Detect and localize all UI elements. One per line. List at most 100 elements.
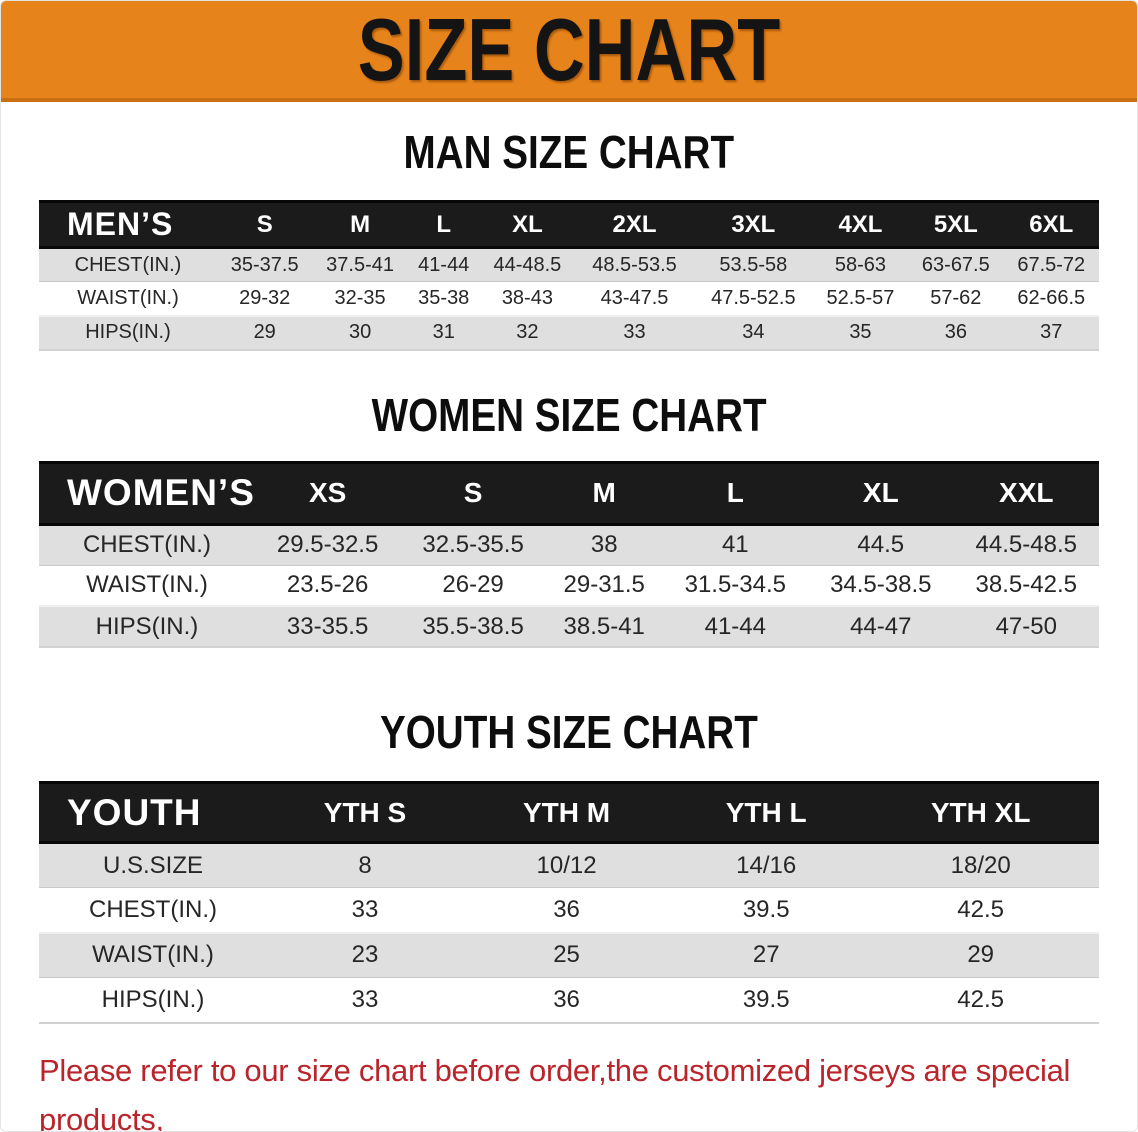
size-value-cell: 32 [479,314,576,350]
row-label: CHEST(IN.) [39,246,217,282]
row-label: U.S.SIZE [39,841,267,888]
women-size-header-cell: M [545,460,663,526]
size-value-cell: 41 [662,523,809,566]
men-section-heading-text: MAN SIZE CHART [403,126,735,178]
youth-size-header-cell: YTH M [463,781,671,844]
youth-measurement-row: WAIST(IN.) 23 25 27 29 [39,931,1099,978]
size-value-cell: 38.5-41 [545,605,663,648]
size-value-cell: 42.5 [957,985,1005,1013]
youth-measurement-row: CHEST(IN.) 33 36 39.5 42.5 [39,887,1099,933]
size-value-cell: 41-44 [662,605,809,648]
row-label: HIPS(IN.) [101,985,205,1013]
youth-size-header-cell: YTH L [670,781,863,844]
youth-measurement-row: U.S.SIZE 8 10/12 14/16 18/20 [39,841,1099,888]
size-value-cell: 47-50 [953,605,1099,648]
size-value-cell: 58-63 [812,246,909,282]
men-size-header-cell: L [407,200,480,249]
size-value-cell: 27 [670,931,863,978]
size-value-cell: 53.5-58 [693,246,813,282]
women-size-header-cell: XL [808,460,954,526]
youth-measurement-row: HIPS(IN.) 33 36 39.5 42.5 [39,977,1099,1023]
size-value-cell: 34 [693,314,813,350]
men-section-heading: MAN SIZE CHART [1,128,1137,176]
youth-section-heading: YOUTH SIZE CHART [1,708,1137,756]
size-value-cell: 33 [351,985,379,1013]
size-value-cell: 32.5-35.5 [400,523,546,566]
size-value-cell: 35-38 [418,286,470,309]
row-label: HIPS(IN.) [39,314,217,350]
size-value-cell: 10/12 [463,841,671,888]
youth-size-header-cell: YTH S [267,781,464,844]
size-value-cell: 26-29 [442,571,504,599]
size-value-cell: 32-35 [334,286,386,309]
size-value-cell: 57-62 [930,286,982,309]
women-measurement-row: CHEST(IN.) 29.5-32.5 32.5-35.5 38 41 44.5 44.5… [39,523,1099,566]
size-value-cell: 44-48.5 [479,246,576,282]
men-table-title-cell: MEN’S [39,200,217,249]
size-value-cell: 29.5-32.5 [254,523,401,566]
size-value-cell: 41-44 [407,246,480,282]
size-value-cell: 35-37.5 [217,246,313,282]
size-value-cell: 14/16 [670,841,863,888]
size-value-cell: 36 [553,895,580,923]
youth-section-heading-text: YOUTH SIZE CHART [380,706,758,758]
men-measurement-row: CHEST(IN.) 35-37.5 37.5-41 41-44 44-48.5 48.5… [39,246,1099,282]
size-value-cell: 8 [267,841,464,888]
women-table-title-cell: WOMEN’S [39,460,255,526]
women-measurement-row: HIPS(IN.) 33-35.5 35.5-38.5 38.5-41 41-44 44-… [39,605,1099,648]
size-value-cell: 47.5-52.5 [711,286,796,309]
women-size-section: WOMEN SIZE CHART WOMEN’S XS S M L XL XXL CHEST… [1,391,1137,648]
women-size-header-cell: L [662,460,809,526]
size-value-cell: 52.5-57 [826,286,895,309]
women-size-table: WOMEN’S XS S M L XL XXL CHEST(IN.) 29.5-32.5 32.… [39,460,1099,648]
women-size-header-cell: XXL [953,460,1099,526]
women-table-header-row: WOMEN’S XS S M L XL XXL [39,460,1099,526]
size-value-cell: 35 [812,314,909,350]
women-size-header-cell: S [400,460,546,526]
size-value-cell: 36 [908,314,1004,350]
men-table-header-row: MEN’S S M L XL 2XL 3XL 4XL 5XL 6XL [39,200,1099,249]
youth-table-title-cell: YOUTH [39,781,267,844]
women-measurement-row: WAIST(IN.) 23.5-26 26-29 29-31.5 31.5-34.5 34… [39,565,1099,606]
size-value-cell: 37 [1003,314,1099,350]
men-size-header-cell: XL [479,200,576,249]
size-value-cell: 37.5-41 [312,246,408,282]
size-value-cell: 30 [312,314,408,350]
men-size-header-cell: 2XL [575,200,694,249]
size-value-cell: 33-35.5 [254,605,401,648]
size-value-cell: 29-32 [239,286,291,309]
men-measurement-row: HIPS(IN.) 29 30 31 32 33 34 35 36 37 [39,314,1099,350]
size-value-cell: 33 [351,895,379,923]
size-value-cell: 34.5-38.5 [830,571,932,599]
row-label: WAIST(IN.) [86,571,208,599]
size-value-cell: 23.5-26 [286,571,369,599]
men-size-header-cell: M [312,200,408,249]
disclaimer-line-1: Please refer to our size chart before or… [39,1052,1071,1132]
women-section-heading-text: WOMEN SIZE CHART [371,388,767,441]
men-size-header-cell: 3XL [693,200,813,249]
size-value-cell: 63-67.5 [908,246,1004,282]
order-disclaimer: Please refer to our size chart before or… [39,1046,1099,1132]
women-size-header-cell: XS [254,460,401,526]
women-section-heading: WOMEN SIZE CHART [1,391,1137,439]
size-value-cell: 29-31.5 [563,571,645,599]
size-value-cell: 38 [545,523,663,566]
size-value-cell: 62-66.5 [1017,286,1086,309]
size-value-cell: 36 [553,985,580,1013]
size-value-cell: 44-47 [808,605,954,648]
men-size-section: MAN SIZE CHART MEN’S S M L XL 2XL 3XL 4XL 5XL 6XL… [1,128,1137,351]
size-value-cell: 48.5-53.5 [575,246,694,282]
row-label: CHEST(IN.) [39,523,255,566]
size-value-cell: 42.5 [957,895,1005,923]
size-value-cell: 44.5-48.5 [953,523,1099,566]
size-value-cell: 44.5 [808,523,954,566]
size-value-cell: 23 [267,931,464,978]
youth-size-header-cell: YTH XL [862,781,1099,844]
men-measurement-row: WAIST(IN.) 29-32 32-35 35-38 38-43 43-47.5 47.… [39,281,1099,316]
size-chart-banner: SIZE CHART [1,1,1137,102]
size-value-cell: 29 [217,314,313,350]
size-value-cell: 39.5 [742,895,790,923]
row-label: CHEST(IN.) [89,895,217,923]
size-value-cell: 29 [862,931,1099,978]
